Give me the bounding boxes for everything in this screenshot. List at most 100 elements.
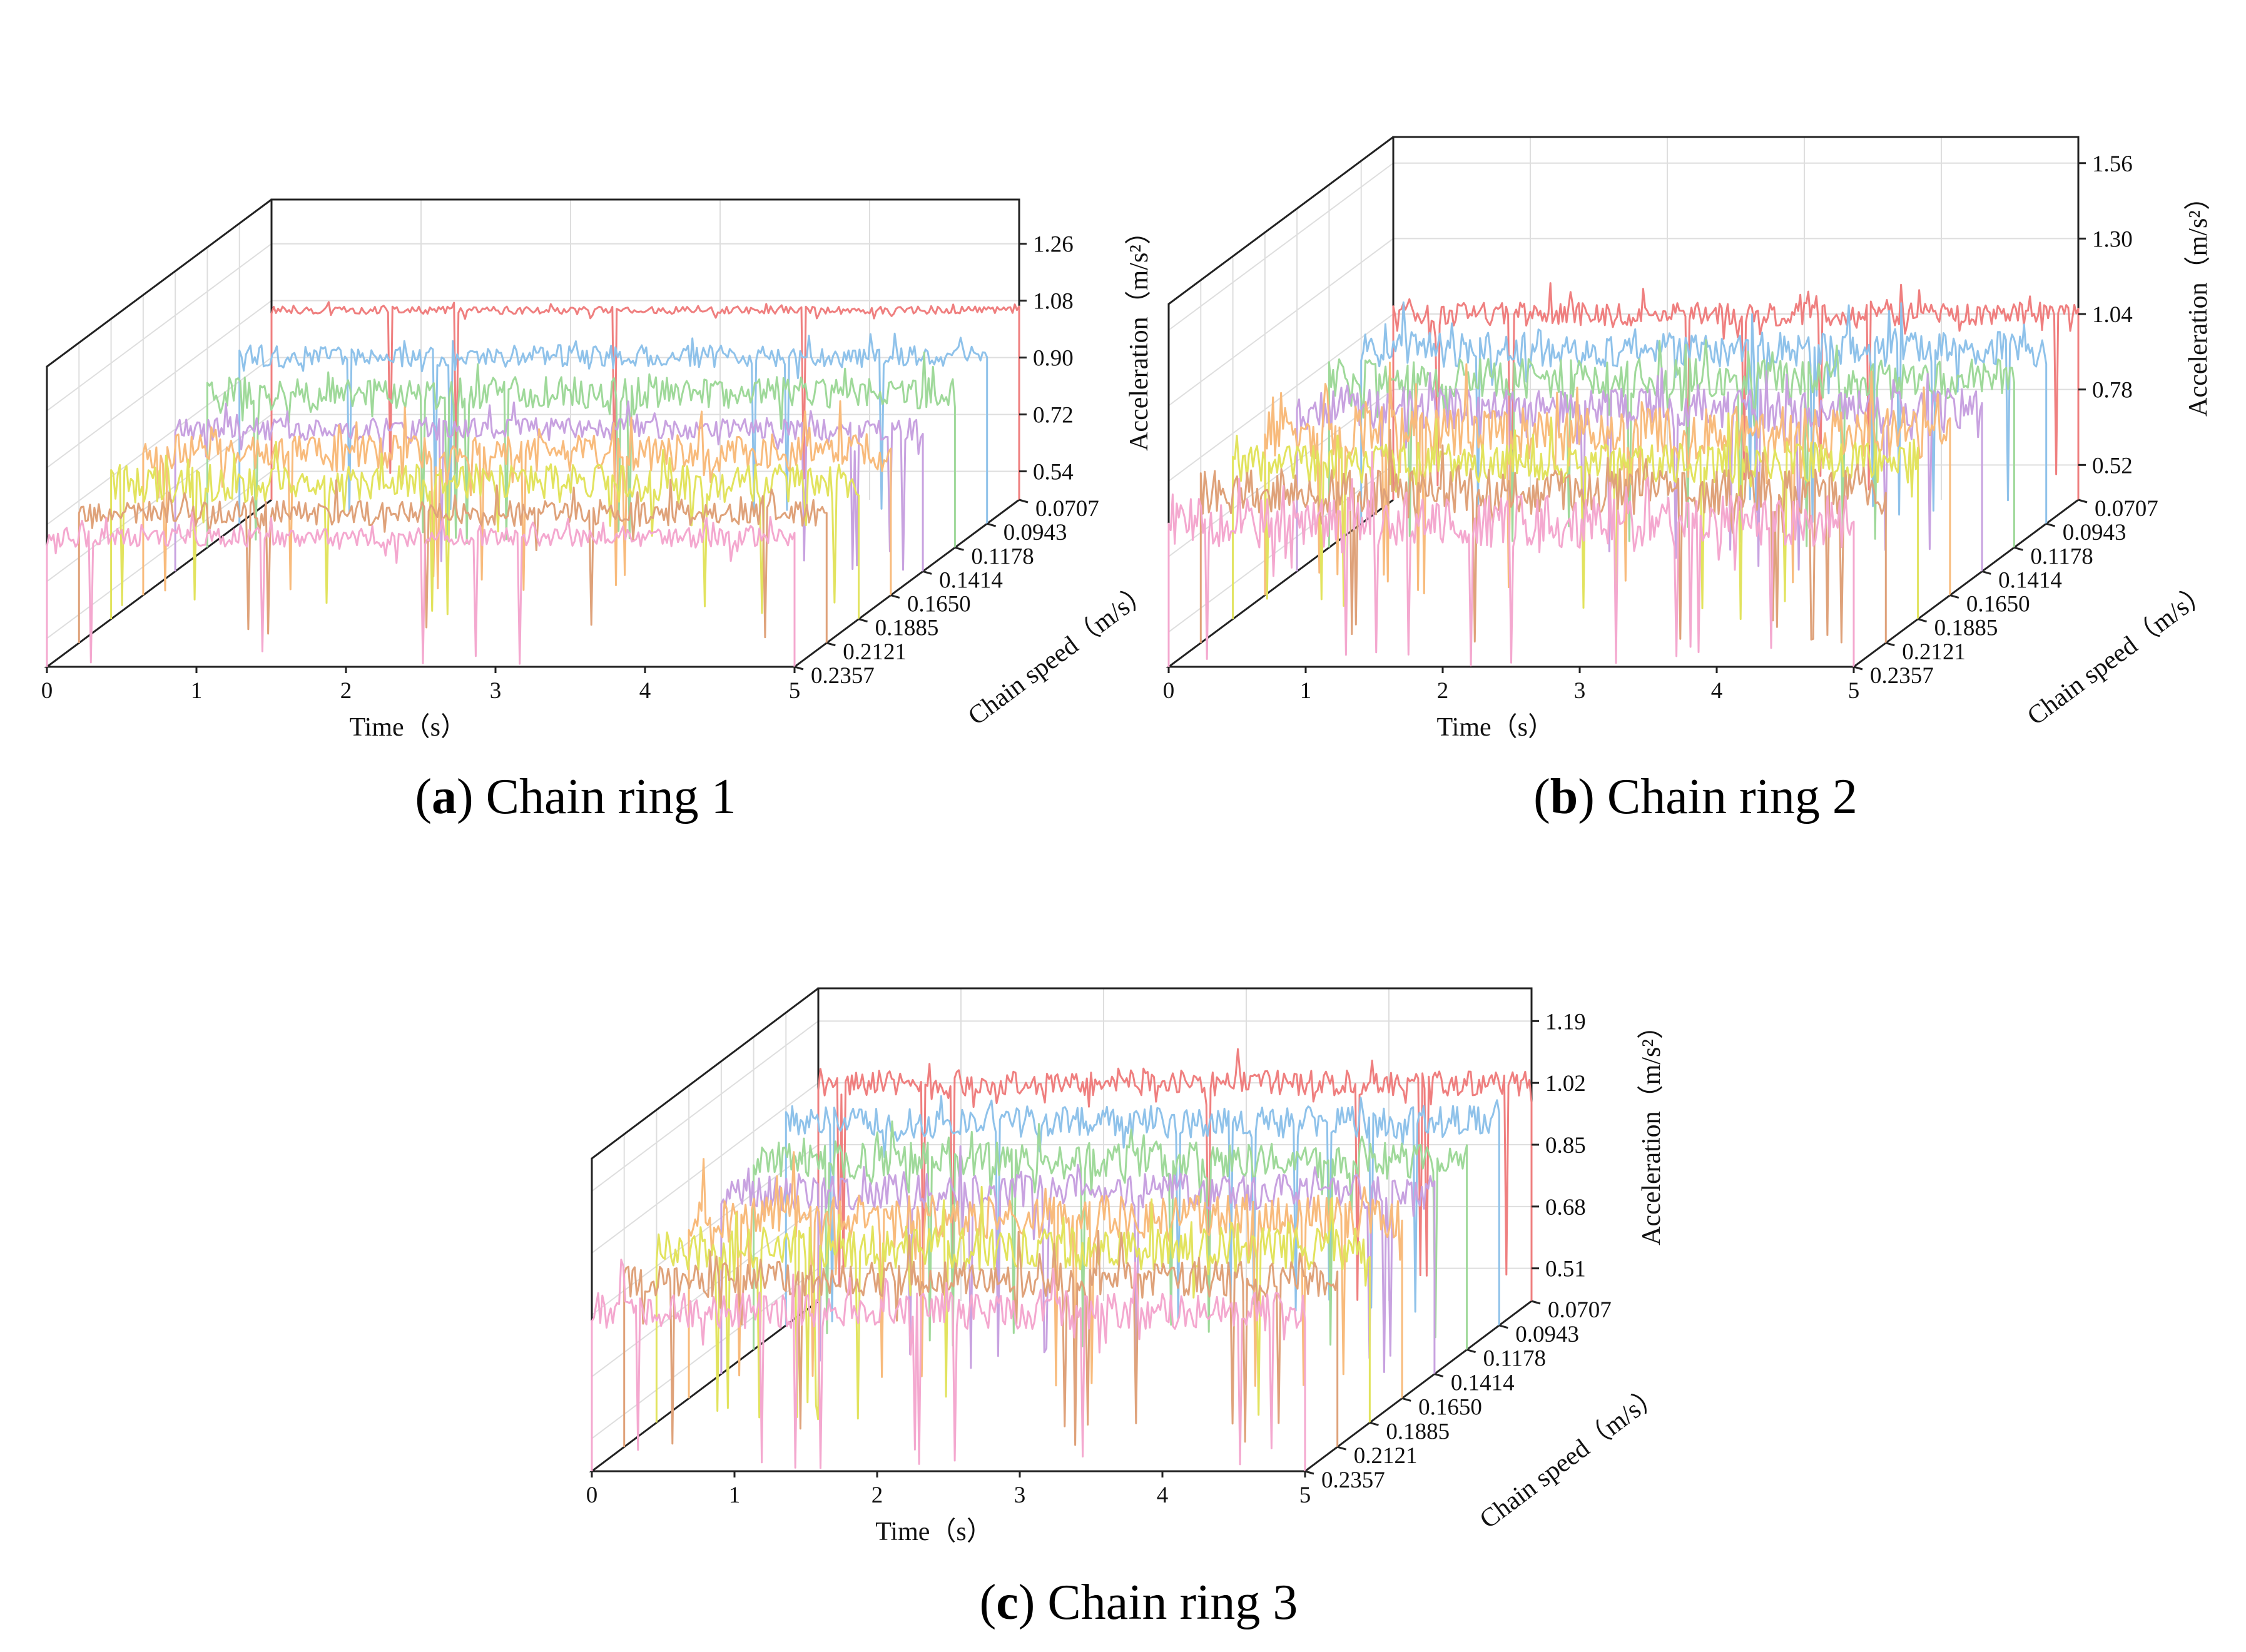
x-tick-label: 5: [1299, 1482, 1311, 1508]
depth-tick-label: 0.0707: [2095, 496, 2158, 522]
depth-tick-label: 0.0707: [1035, 496, 1099, 522]
caption-b: (b) Chain ring 2: [1533, 769, 1857, 824]
depth-tick-mark: [1466, 1349, 1476, 1354]
grid: [1168, 137, 2079, 667]
series-line-0.1650: [688, 1151, 1403, 1399]
series-line-0.1414: [1296, 367, 1983, 572]
x-tick-label: 5: [1848, 678, 1860, 704]
x-tick-label: 2: [1437, 678, 1449, 704]
z-tick-label: 1.04: [2092, 302, 2133, 328]
series-line-0.0707: [270, 301, 1020, 500]
series-line-0.1178: [753, 1120, 1468, 1350]
depth-tick-label: 0.2357: [1870, 663, 1934, 689]
depth-tick-mark: [1885, 642, 1895, 647]
depth-tick-mark: [794, 666, 804, 671]
depth-tick-mark: [1498, 1324, 1508, 1329]
depth-tick-mark: [826, 642, 836, 647]
depth-tick-label: 0.1650: [1966, 592, 2030, 617]
depth-tick-mark: [1369, 1421, 1379, 1426]
gridline-z-side: [46, 300, 272, 469]
series-traces: [591, 1048, 1533, 1471]
depth-tick-mark: [1304, 1470, 1314, 1475]
depth-tick-label: 0.1414: [939, 567, 1003, 593]
depth-tick-label: 0.2121: [843, 639, 907, 665]
x-tick-label: 1: [191, 678, 203, 704]
floor-frame: [1166, 499, 2079, 668]
gridline-z-side: [46, 357, 272, 525]
z-tick-label: 1.02: [1545, 1071, 1586, 1097]
series-line-0.1885: [655, 1185, 1371, 1423]
x-tick-label: 3: [490, 678, 502, 704]
z-tick-label: 0.68: [1545, 1195, 1586, 1220]
depth-tick-label: 0.1885: [875, 616, 939, 641]
depth-tick-label: 0.1414: [1451, 1371, 1515, 1396]
gridline-z-side: [591, 1020, 819, 1192]
x-axis-title: Time（s）: [1436, 713, 1554, 742]
depth-tick-label: 0.1885: [1934, 616, 1998, 641]
depth-tick-mark: [1401, 1397, 1411, 1402]
gridline-z-side: [591, 1267, 819, 1439]
floor-frame: [44, 499, 1020, 668]
series-line-0.2357: [591, 1259, 1306, 1471]
x-axis-title: Time（s）: [349, 713, 467, 742]
floor-frame: [589, 1300, 1532, 1472]
depth-tick-label: 0.2357: [811, 663, 875, 689]
depth-tick-label: 0.0943: [2063, 520, 2127, 545]
series-line-0.2357: [1167, 451, 1855, 667]
z-axis-title: Acceleration（m/s²）: [1125, 218, 1154, 451]
z-axis-title: Acceleration（m/s²）: [1637, 1013, 1666, 1245]
depth-axis-title: Chain speed（m/s）: [1475, 1379, 1667, 1534]
depth-tick-mark: [858, 618, 868, 623]
depth-tick-mark: [2014, 546, 2023, 551]
z-tick-label: 0.51: [1545, 1257, 1586, 1282]
depth-tick-label: 0.0707: [1548, 1297, 1612, 1323]
x-tick-label: 3: [1014, 1482, 1026, 1508]
depth-tick-mark: [1949, 594, 1959, 599]
x-axis: 0 1 2 3 4 5 Time（s）: [41, 667, 801, 742]
depth-axis-title: Chain speed（m/s）: [963, 577, 1156, 731]
z-axis-title: Acceleration（m/s²）: [2184, 184, 2213, 417]
x-axis: 0 1 2 3 4 5 Time（s）: [586, 1471, 1311, 1546]
z-tick-label: 1.19: [1545, 1009, 1586, 1035]
series-line-0.1650: [142, 400, 892, 595]
z-tick-label: 1.56: [2092, 151, 2133, 177]
x-tick-label: 5: [789, 678, 801, 704]
x-tick-label: 2: [340, 678, 352, 704]
x-tick-label: 3: [1574, 678, 1586, 704]
x-axis-title: Time（s）: [875, 1518, 993, 1546]
depth-tick-label: 0.2357: [1321, 1467, 1385, 1493]
depth-tick-mark: [1019, 499, 1029, 504]
depth-tick-label: 0.1885: [1386, 1419, 1450, 1444]
depth-tick-label: 0.2121: [1902, 639, 1966, 665]
series-line-0.0707: [817, 1048, 1533, 1301]
series-line-0.1885: [110, 440, 860, 619]
gridline-z-side: [1168, 162, 1394, 331]
z-tick-label: 1.30: [2092, 226, 2133, 252]
series-line-0.1414: [174, 400, 924, 572]
depth-tick-mark: [1531, 1300, 1541, 1305]
z-tick-label: 0.52: [2092, 453, 2133, 479]
series-traces: [1167, 282, 2080, 667]
depth-tick-label: 0.1178: [2030, 544, 2093, 569]
gridline-z-side: [46, 413, 272, 582]
depth-tick-mark: [1434, 1373, 1444, 1378]
depth-tick-mark: [1337, 1446, 1347, 1451]
series-traces: [46, 301, 1020, 667]
depth-tick-mark: [1918, 618, 1927, 623]
panel-c: 0 1 2 3 4 5 Time（s） 0.51 0.68 0.85 1.02 1.19 Acceler…: [586, 987, 1667, 1546]
series-line-0.2121: [1199, 428, 1887, 644]
depth-tick-mark: [2046, 522, 2056, 527]
caption-a: (a) Chain ring 1: [415, 769, 736, 824]
panel-a: 0 1 2 3 4 5 Time（s） 0.54 0.72 0.90 1.08 1.26 Acceler…: [41, 198, 1156, 742]
series-line-0.0943: [785, 1095, 1500, 1325]
z-tick-label: 0.85: [1545, 1133, 1586, 1158]
z-axis: 0.54 0.72 0.90 1.08 1.26 Acceleration（m/s²）: [1019, 218, 1154, 485]
depth-tick-mark: [2078, 499, 2088, 504]
gridline-z-side: [1168, 238, 1394, 407]
x-tick-label: 2: [871, 1482, 883, 1508]
series-line-0.2121: [78, 479, 828, 643]
z-tick-label: 0.90: [1033, 346, 1074, 372]
left-frame: [46, 198, 272, 667]
depth-tick-mark: [955, 546, 964, 551]
